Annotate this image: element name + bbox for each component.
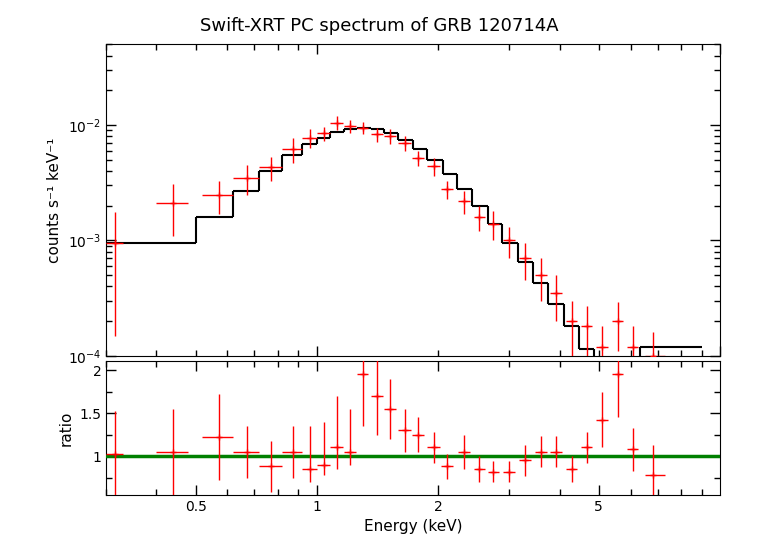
Text: Swift-XRT PC spectrum of GRB 120714A: Swift-XRT PC spectrum of GRB 120714A bbox=[199, 17, 559, 34]
X-axis label: Energy (keV): Energy (keV) bbox=[364, 519, 462, 534]
Y-axis label: ratio: ratio bbox=[58, 410, 74, 446]
Y-axis label: counts s⁻¹ keV⁻¹: counts s⁻¹ keV⁻¹ bbox=[47, 137, 62, 263]
